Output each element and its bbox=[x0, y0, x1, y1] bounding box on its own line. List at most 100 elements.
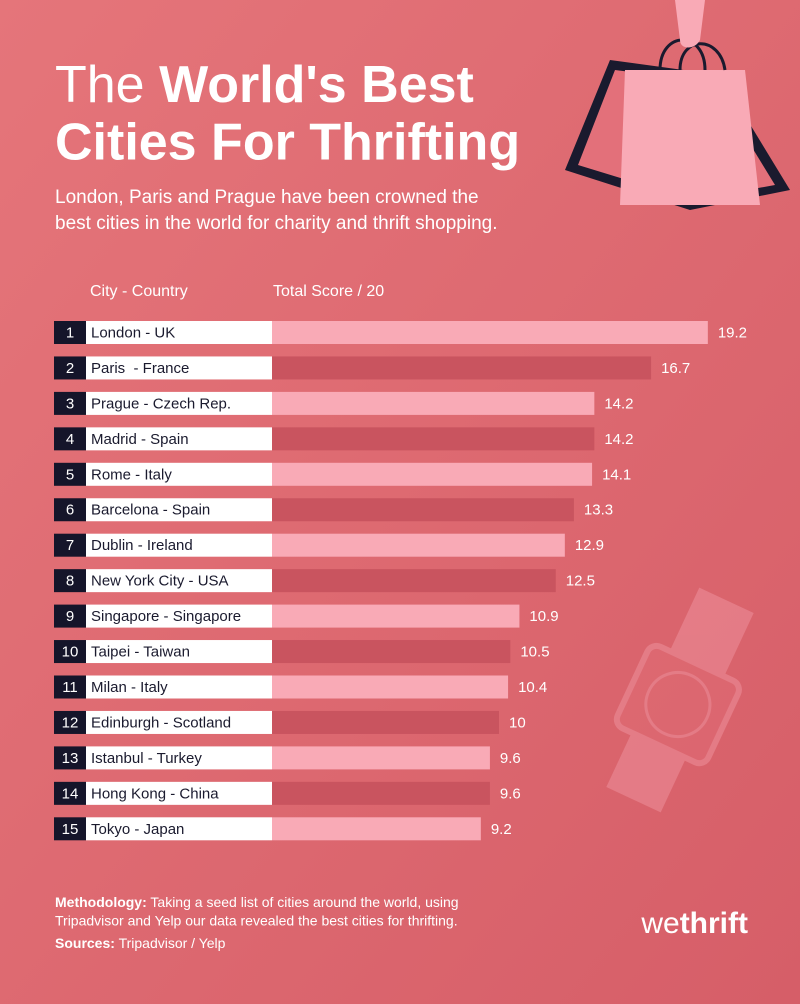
rank: 4 bbox=[66, 431, 74, 448]
methodology-text: Tripadvisor and Yelp our data revealed t… bbox=[55, 913, 458, 929]
bar bbox=[272, 710, 499, 734]
city-label: Rome - Italy bbox=[91, 466, 172, 483]
value-label: 10 bbox=[509, 714, 526, 731]
city-box bbox=[86, 781, 272, 805]
value-label: 9.6 bbox=[500, 785, 521, 802]
rank: 3 bbox=[66, 395, 74, 412]
city-label: Taipei - Taiwan bbox=[91, 644, 190, 661]
bar bbox=[272, 675, 509, 699]
rank: 1 bbox=[66, 324, 74, 341]
city-label: Prague - Czech Rep. bbox=[91, 395, 231, 412]
city-box bbox=[86, 710, 272, 734]
city-box bbox=[86, 569, 272, 593]
value-label: 16.7 bbox=[661, 360, 690, 377]
value-label: 14.2 bbox=[604, 395, 633, 412]
rank-box bbox=[54, 391, 86, 415]
value-label: 10.9 bbox=[529, 608, 558, 625]
bar bbox=[272, 356, 652, 380]
rank: 5 bbox=[66, 466, 74, 483]
column-header: Total Score / 20 bbox=[273, 283, 384, 300]
rank-box bbox=[54, 640, 86, 664]
city-label: New York City - USA bbox=[91, 573, 229, 590]
rank-box bbox=[54, 356, 86, 380]
value-label: 10.4 bbox=[518, 679, 547, 696]
brand-bold: thrift bbox=[680, 907, 748, 940]
bar bbox=[272, 569, 556, 593]
methodology-text: Taking a seed list of cities around the … bbox=[150, 894, 458, 910]
value-label: 9.2 bbox=[491, 821, 512, 838]
bar bbox=[272, 533, 565, 557]
city-label: Hong Kong - China bbox=[91, 785, 219, 802]
rows: 1 London - UK 19.2 2 Paris - France 16.7 3 Prag… bbox=[54, 321, 747, 841]
city-box bbox=[86, 817, 272, 841]
rank: 7 bbox=[66, 537, 74, 554]
title-bold: Cities For Thrifting bbox=[55, 114, 520, 172]
rank: 8 bbox=[66, 573, 74, 590]
city-label: Madrid - Spain bbox=[91, 431, 189, 448]
methodology-label: Methodology: bbox=[55, 894, 147, 910]
rank-box bbox=[54, 462, 86, 486]
bags-illustration bbox=[565, 0, 790, 210]
city-box bbox=[86, 462, 272, 486]
bar bbox=[272, 498, 574, 522]
city-label: Dublin - Ireland bbox=[91, 537, 193, 554]
city-label: London - UK bbox=[91, 324, 175, 341]
value-label: 19.2 bbox=[718, 324, 747, 341]
city-box bbox=[86, 321, 272, 344]
city-label: Milan - Italy bbox=[91, 679, 168, 696]
title-light: The bbox=[55, 56, 145, 114]
value-label: 12.9 bbox=[575, 537, 604, 554]
column-header: City - Country bbox=[90, 283, 188, 300]
rank-box bbox=[54, 781, 86, 805]
city-box bbox=[86, 675, 272, 699]
bar bbox=[272, 462, 593, 486]
bar bbox=[272, 391, 595, 415]
city-label: Tokyo - Japan bbox=[91, 821, 184, 838]
city-label: Singapore - Singapore bbox=[91, 608, 241, 625]
city-box bbox=[86, 533, 272, 557]
city-label: Edinburgh - Scotland bbox=[91, 714, 231, 731]
bar bbox=[272, 746, 490, 770]
city-box bbox=[86, 746, 272, 770]
rank-box bbox=[54, 569, 86, 593]
city-box bbox=[86, 427, 272, 451]
rank-box bbox=[54, 710, 86, 734]
rank: 2 bbox=[66, 360, 74, 377]
methodology: Methodology: Taking a seed list of citie… bbox=[55, 894, 459, 910]
city-box bbox=[86, 391, 272, 415]
rank-box bbox=[54, 604, 86, 628]
value-label: 12.5 bbox=[566, 573, 595, 590]
rank: 10 bbox=[62, 644, 79, 661]
value-label: 14.1 bbox=[602, 466, 631, 483]
value-label: 9.6 bbox=[500, 750, 521, 767]
rank: 12 bbox=[62, 714, 79, 731]
bar bbox=[272, 817, 481, 841]
rank: 14 bbox=[62, 785, 79, 802]
title-bold: World's Best bbox=[159, 56, 474, 114]
value-label: 10.5 bbox=[520, 644, 549, 661]
value-label: 13.3 bbox=[584, 502, 613, 519]
city-box bbox=[86, 498, 272, 522]
city-label: Barcelona - Spain bbox=[91, 502, 210, 519]
rank: 13 bbox=[62, 750, 79, 767]
city-box bbox=[86, 604, 272, 628]
value-label: 14.2 bbox=[604, 431, 633, 448]
rank-box bbox=[54, 675, 86, 699]
bar bbox=[272, 640, 511, 664]
bar bbox=[272, 604, 520, 628]
rank-box bbox=[54, 817, 86, 841]
brand-light: we bbox=[640, 907, 679, 940]
city-label: Istanbul - Turkey bbox=[91, 750, 202, 767]
rank: 9 bbox=[66, 608, 74, 625]
rank-box bbox=[54, 533, 86, 557]
rank: 15 bbox=[62, 821, 79, 838]
watch-illustration bbox=[606, 587, 754, 813]
brand-logo: wethrift bbox=[640, 907, 748, 940]
rank-box bbox=[54, 427, 86, 451]
sources: Sources: Tripadvisor / Yelp bbox=[55, 935, 226, 951]
city-box bbox=[86, 356, 272, 380]
rank-box bbox=[54, 498, 86, 522]
rank: 6 bbox=[66, 502, 74, 519]
city-box bbox=[86, 640, 272, 664]
